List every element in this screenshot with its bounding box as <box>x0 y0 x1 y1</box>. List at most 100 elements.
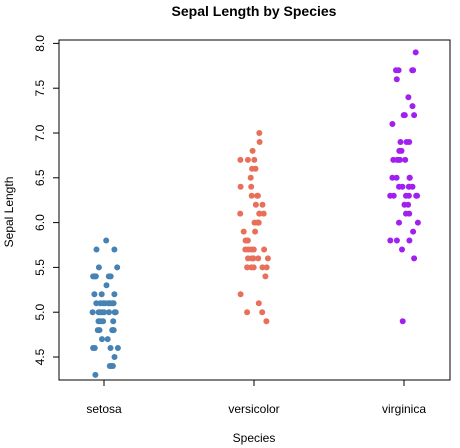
data-point <box>111 291 118 298</box>
data-point <box>393 67 399 74</box>
data-point <box>410 228 417 235</box>
data-point <box>412 49 419 56</box>
data-point <box>406 183 413 190</box>
data-point <box>414 192 421 199</box>
data-point <box>390 192 397 199</box>
data-point <box>389 121 396 127</box>
data-point <box>411 112 418 119</box>
data-point <box>256 130 263 136</box>
data-point <box>387 237 394 244</box>
data-point <box>402 156 409 163</box>
data-point <box>247 174 254 181</box>
x-tick-label: setosa <box>86 402 122 416</box>
data-point <box>406 139 413 145</box>
data-point <box>95 264 102 271</box>
y-tick-label: 5.5 <box>33 259 47 276</box>
data-point <box>114 264 121 271</box>
data-point <box>99 336 105 343</box>
y-tick-label: 6.0 <box>33 214 47 231</box>
data-point <box>405 94 412 101</box>
data-point <box>110 318 117 325</box>
plot-area-frame <box>58 39 451 381</box>
data-point <box>90 345 97 351</box>
data-point <box>248 192 255 199</box>
data-point <box>393 76 400 83</box>
data-point <box>259 309 266 316</box>
data-point <box>107 345 114 351</box>
data-point <box>252 201 259 208</box>
data-point <box>393 237 400 244</box>
data-point <box>411 255 418 262</box>
data-point <box>248 183 255 190</box>
data-point <box>389 174 396 181</box>
data-point <box>112 309 119 316</box>
data-point <box>92 371 99 378</box>
data-point <box>406 237 413 244</box>
x-tick-label: versicolor <box>228 402 279 416</box>
data-point <box>399 318 406 325</box>
data-point <box>94 327 101 334</box>
data-point <box>264 255 271 262</box>
data-point <box>114 345 121 351</box>
data-point <box>403 210 409 217</box>
data-point <box>107 273 114 280</box>
data-point <box>240 228 247 235</box>
data-point <box>250 246 257 253</box>
data-point <box>244 237 251 244</box>
data-point <box>401 201 408 208</box>
data-point <box>104 336 111 343</box>
data-point <box>259 201 266 208</box>
data-point <box>111 246 118 253</box>
data-point <box>244 156 251 163</box>
data-point <box>256 139 263 145</box>
data-point <box>237 183 244 190</box>
data-point <box>260 210 267 217</box>
data-point <box>406 174 413 181</box>
data-point <box>256 210 263 217</box>
data-point <box>252 165 259 172</box>
data-points <box>89 49 421 378</box>
data-point <box>242 246 249 253</box>
data-point <box>98 291 105 298</box>
data-point <box>254 219 261 226</box>
data-point <box>414 219 421 226</box>
data-point <box>405 192 412 199</box>
data-point <box>397 156 403 163</box>
data-point <box>110 327 117 334</box>
data-point <box>93 300 100 307</box>
data-point <box>103 282 110 289</box>
data-point <box>409 67 416 74</box>
data-point <box>399 246 405 253</box>
data-point <box>396 147 403 154</box>
data-point <box>106 309 112 316</box>
y-tick-label: 7.5 <box>33 80 47 97</box>
data-point <box>261 246 268 253</box>
y-axis-label: Sepal Length <box>2 177 16 248</box>
data-point <box>95 309 102 316</box>
data-point <box>237 291 244 298</box>
data-point <box>244 309 251 316</box>
x-axis: setosa versicolor virginica <box>86 380 426 416</box>
data-point <box>400 112 407 119</box>
data-point <box>89 309 96 316</box>
data-point <box>397 139 404 145</box>
data-point <box>103 237 110 244</box>
y-axis: 4.5 5.0 5.5 6.0 6.5 7.0 7.5 8.0 <box>33 35 60 365</box>
x-axis-label: Species <box>233 431 276 445</box>
data-point <box>250 255 257 262</box>
data-point <box>244 264 251 271</box>
data-point <box>91 273 98 280</box>
data-point <box>263 264 270 271</box>
data-point <box>255 300 262 307</box>
y-tick-label: 6.5 <box>33 169 47 186</box>
data-point <box>390 156 397 163</box>
data-point <box>251 156 258 163</box>
data-point <box>252 228 259 235</box>
x-tick-label: virginica <box>382 402 426 416</box>
data-point <box>237 210 244 217</box>
data-point <box>249 147 256 154</box>
data-point <box>111 354 118 360</box>
data-point <box>399 183 406 190</box>
y-tick-label: 8.0 <box>33 35 47 52</box>
